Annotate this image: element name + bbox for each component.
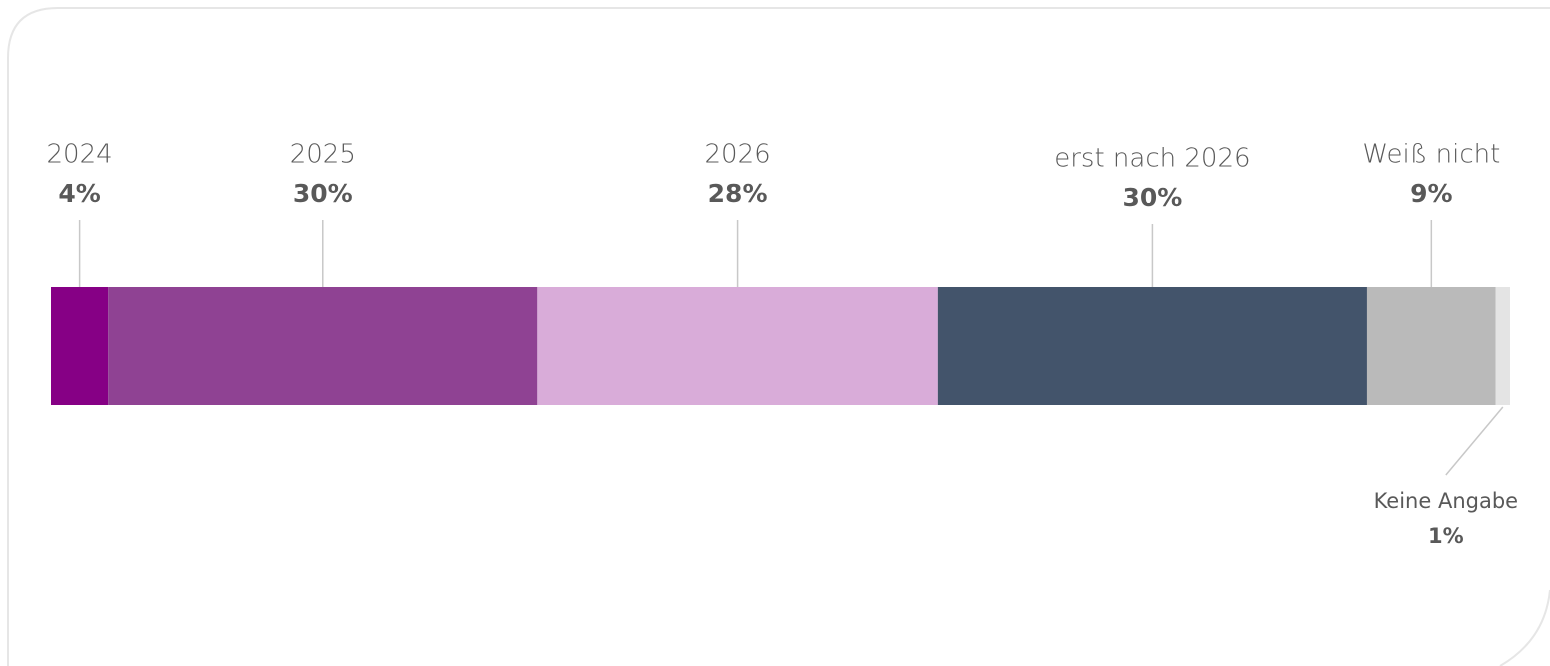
value-label: 4%: [58, 179, 100, 208]
value-label: 28%: [708, 179, 768, 208]
card-border-corner: [1499, 589, 1550, 666]
category-label: 2025: [290, 140, 356, 170]
leader-line: [1445, 406, 1504, 476]
category-label: 2024: [47, 140, 113, 170]
bar-segment: [1366, 287, 1496, 405]
category-label: erst nach 2026: [1054, 144, 1250, 174]
category-label: 2026: [705, 140, 771, 170]
value-label: 30%: [293, 179, 353, 208]
bar-segment: [108, 287, 538, 405]
bar-segment: [1495, 287, 1510, 405]
value-label: 30%: [1122, 183, 1182, 212]
bar-segment: [937, 287, 1367, 405]
category-label: Keine Angabe: [1374, 489, 1519, 513]
value-label: 1%: [1428, 524, 1464, 548]
bar-segment: [537, 287, 938, 405]
value-label: 9%: [1410, 179, 1452, 208]
bar-segment: [51, 287, 109, 405]
card-border: [7, 7, 1550, 666]
category-label: Weiß nicht: [1362, 140, 1500, 170]
